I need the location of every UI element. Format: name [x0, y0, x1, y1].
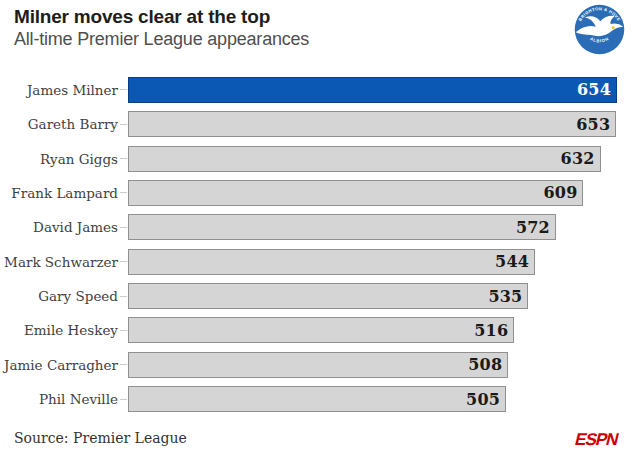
bar: 653 — [128, 111, 616, 137]
axis-tick — [118, 158, 128, 159]
category-label: Emile Heskey — [0, 322, 118, 338]
bar-row: Emile Heskey 516 — [0, 317, 640, 345]
category-label: Gareth Barry — [0, 116, 118, 132]
value-label: 508 — [468, 355, 507, 374]
value-label: 544 — [495, 252, 534, 271]
bar-row: Gary Speed 535 — [0, 282, 640, 310]
bar-row: Mark Schwarzer 544 — [0, 248, 640, 276]
category-label: David James — [0, 219, 118, 235]
category-label: James Milner — [0, 82, 118, 98]
axis-tick — [118, 89, 128, 90]
bar-row: Frank Lampard 609 — [0, 179, 640, 207]
bar-row: Phil Neville 505 — [0, 386, 640, 414]
bar-row: Gareth Barry 653 — [0, 110, 640, 138]
page-subtitle: All-time Premier League appearances — [14, 29, 309, 50]
value-label: 535 — [488, 287, 527, 306]
bar-row: Ryan Giggs 632 — [0, 145, 640, 173]
bar: 516 — [128, 317, 514, 343]
bar: 544 — [128, 249, 535, 275]
axis-tick — [118, 364, 128, 365]
axis-tick — [118, 330, 128, 331]
bar: 505 — [128, 386, 506, 412]
axis-tick — [118, 192, 128, 193]
category-label: Mark Schwarzer — [0, 254, 118, 270]
axis-tick — [118, 296, 128, 297]
bar-chart: James Milner 654 Gareth Barry 653 Ryan Giggs… — [0, 76, 640, 413]
value-label: 572 — [516, 218, 555, 237]
brighton-hove-albion-crest-icon: BRIGHTON & HOVE ALBION — [572, 2, 627, 57]
bar-row: David James 572 — [0, 214, 640, 242]
bar-row: Jamie Carragher 508 — [0, 351, 640, 379]
bar: 508 — [128, 352, 508, 378]
value-label: 609 — [543, 183, 582, 202]
value-label: 653 — [576, 115, 615, 134]
category-label: Phil Neville — [0, 391, 118, 407]
bar-row: James Milner 654 — [0, 76, 640, 104]
page-title: Milner moves clear at the top — [14, 6, 270, 28]
category-label: Frank Lampard — [0, 185, 118, 201]
category-label: Jamie Carragher — [0, 357, 118, 373]
value-label: 632 — [561, 149, 600, 168]
source-note: Source: Premier League — [14, 430, 187, 446]
axis-tick — [118, 261, 128, 262]
axis-tick — [118, 227, 128, 228]
bar: 572 — [128, 214, 556, 240]
value-label: 505 — [466, 390, 505, 409]
category-label: Ryan Giggs — [0, 151, 118, 167]
axis-tick — [118, 124, 128, 125]
bar: 535 — [128, 283, 528, 309]
espn-logo-icon: ESPN — [572, 429, 632, 448]
svg-text:ESPN: ESPN — [573, 429, 621, 448]
value-label: 516 — [474, 321, 513, 340]
value-label: 654 — [577, 80, 616, 99]
category-label: Gary Speed — [0, 288, 118, 304]
bar-highlighted: 654 — [128, 77, 617, 103]
bar: 632 — [128, 146, 601, 172]
axis-tick — [118, 399, 128, 400]
bar: 609 — [128, 180, 583, 206]
